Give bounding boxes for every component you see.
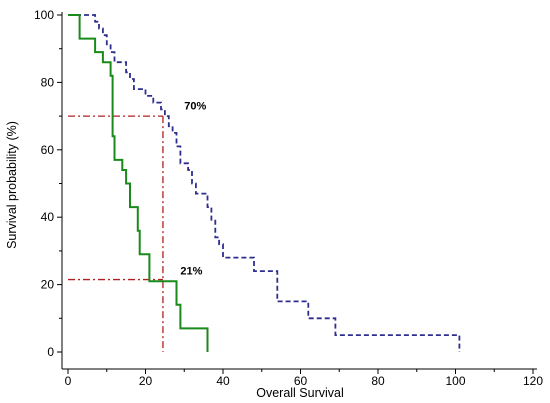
x-tick-label: 20 <box>139 374 153 388</box>
y-tick-label: 100 <box>34 8 54 22</box>
annotation-label-2: 21% <box>180 265 202 277</box>
y-tick-label: 40 <box>41 210 55 224</box>
axes <box>61 12 537 370</box>
series-group <box>68 14 461 352</box>
annotation-label-1: 70% <box>184 100 206 112</box>
x-tick-label: 100 <box>445 374 465 388</box>
y-tick-label: 60 <box>41 143 55 157</box>
reference-lines <box>68 115 164 352</box>
x-tick-label: 0 <box>65 374 72 388</box>
y-axis-title: Survival probability (%) <box>5 121 19 249</box>
x-tick-label: 80 <box>371 374 385 388</box>
survival-curve-2 <box>68 14 209 352</box>
x-tick-label: 60 <box>294 374 308 388</box>
y-tick-label: 80 <box>41 75 55 89</box>
tick-group: 0 20 40 60 80 100 0 20 40 60 80 100 120 <box>34 8 543 388</box>
y-tick-label: 0 <box>47 345 54 359</box>
x-tick-label: 120 <box>523 374 543 388</box>
x-axis-title: Overall Survival <box>256 386 344 400</box>
annotations: 70% 21% <box>180 100 206 277</box>
x-tick-label: 40 <box>216 374 230 388</box>
y-tick-label: 20 <box>41 278 55 292</box>
